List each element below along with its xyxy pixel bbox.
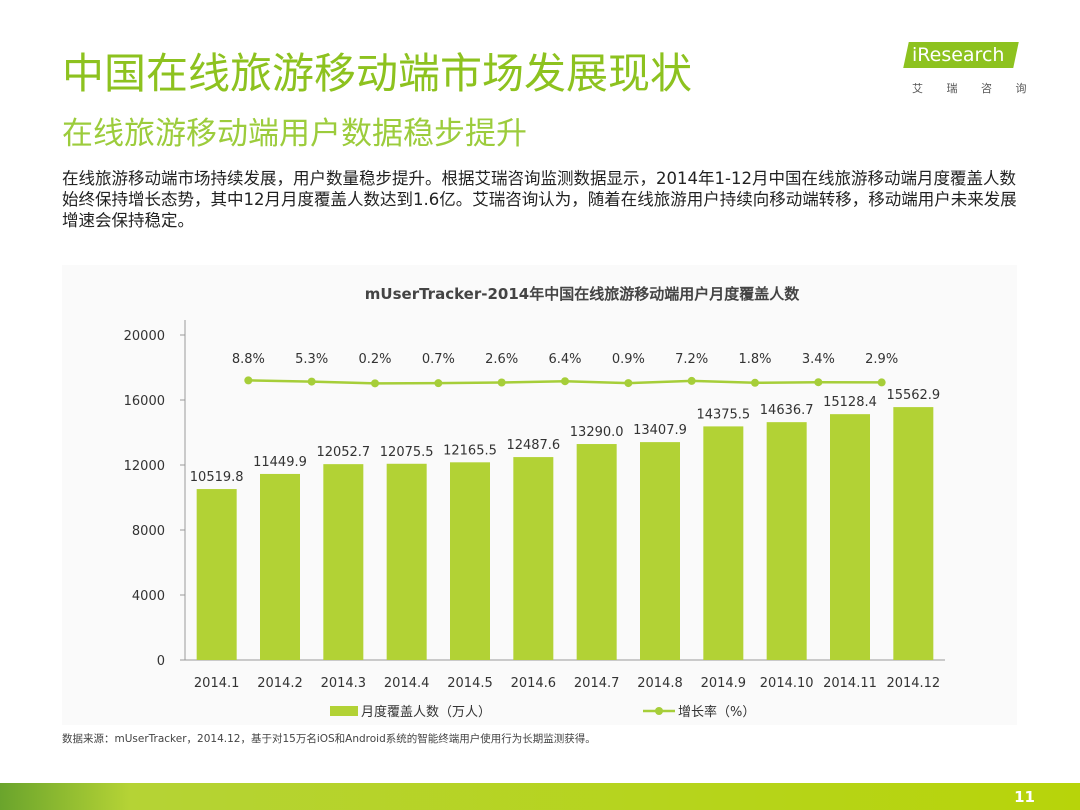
bar-label: 12165.5 [443,443,497,458]
y-tick-label: 8000 [132,524,165,539]
bar [196,489,237,660]
growth-point [307,377,316,386]
growth-label: 0.7% [422,352,455,367]
growth-label: 0.2% [358,352,391,367]
x-tick-label: 2014.2 [257,676,303,691]
legend-label: 月度覆盖人数（万人） [361,704,491,720]
growth-point [434,379,443,388]
y-tick-label: 20000 [124,329,165,344]
bar-label: 12052.7 [316,445,370,460]
bar-label: 12487.6 [506,438,560,453]
bar-label: 13407.9 [633,423,687,438]
bar [703,426,744,660]
y-tick-label: 12000 [124,459,165,474]
growth-point [751,378,759,387]
bar-label: 14375.5 [696,407,750,422]
chart-title: mUserTracker-2014年中国在线旅游移动端用户月度覆盖人数 [365,285,800,303]
growth-point [624,379,633,388]
bar [640,442,680,660]
growth-label: 8.8% [232,352,265,367]
source: 数据来源：mUserTracker，2014.12，基于对15万名iOS和And… [62,733,596,745]
bar [576,444,617,660]
growth-label: 1.8% [738,352,771,367]
x-tick-label: 2014.1 [194,676,240,691]
title: 中国在线旅游移动端市场发展现状 [62,49,693,98]
y-tick-label: 16000 [124,394,165,409]
growth-point [244,376,253,385]
bar [450,462,490,660]
x-tick-label: 2014.4 [384,676,430,691]
growth-label: 5.3% [295,352,328,367]
description: 在线旅游移动端市场持续发展，用户数量稳步提升。根据艾瑞咨询监测数据显示，2014… [62,169,1017,230]
growth-label: 2.9% [865,352,898,367]
x-tick-label: 2014.6 [511,676,557,691]
bar [513,457,554,660]
bar-label: 10519.8 [190,470,244,485]
subtitle: 在线旅游移动端用户数据稳步提升 [62,116,527,152]
bar [766,422,807,660]
x-tick-label: 2014.7 [574,676,620,691]
x-tick-label: 2014.12 [886,676,940,691]
growth-label: 7.2% [675,352,708,367]
bar-label: 15128.4 [823,395,877,410]
logo-name: iResearch [912,44,1005,66]
y-tick-label: 4000 [132,589,165,604]
legend-point [655,707,663,715]
bar-label: 13290.0 [570,425,624,440]
logo-sub: 艾 瑞 咨 询 [912,82,1037,95]
bar [893,407,934,660]
growth-point [814,378,823,387]
growth-point [877,378,886,387]
growth-label: 6.4% [548,352,581,367]
legend-swatch [330,706,358,716]
footer-bar [0,783,1080,810]
x-tick-label: 2014.10 [760,676,814,691]
x-tick-label: 2014.8 [637,676,683,691]
bar-label: 15562.9 [886,388,940,403]
growth-point [687,376,696,385]
bar-label: 11449.9 [253,455,307,470]
bar-label: 12075.5 [380,445,434,460]
bar-label: 14636.7 [760,403,814,418]
x-tick-label: 2014.5 [447,676,493,691]
growth-point [561,377,569,386]
bar [323,464,364,660]
bar [260,473,300,660]
growth-point [371,379,379,388]
legend-label: 增长率（%） [678,704,755,720]
page-number: 11 [1014,788,1035,806]
growth-label: 0.9% [612,352,645,367]
x-tick-label: 2014.11 [823,676,877,691]
bar [386,463,427,660]
x-tick-label: 2014.9 [701,676,747,691]
x-tick-label: 2014.3 [321,676,367,691]
growth-label: 3.4% [802,352,835,367]
growth-label: 2.6% [485,352,518,367]
y-tick-label: 0 [157,654,165,669]
bar [830,414,870,660]
growth-point [497,378,506,387]
